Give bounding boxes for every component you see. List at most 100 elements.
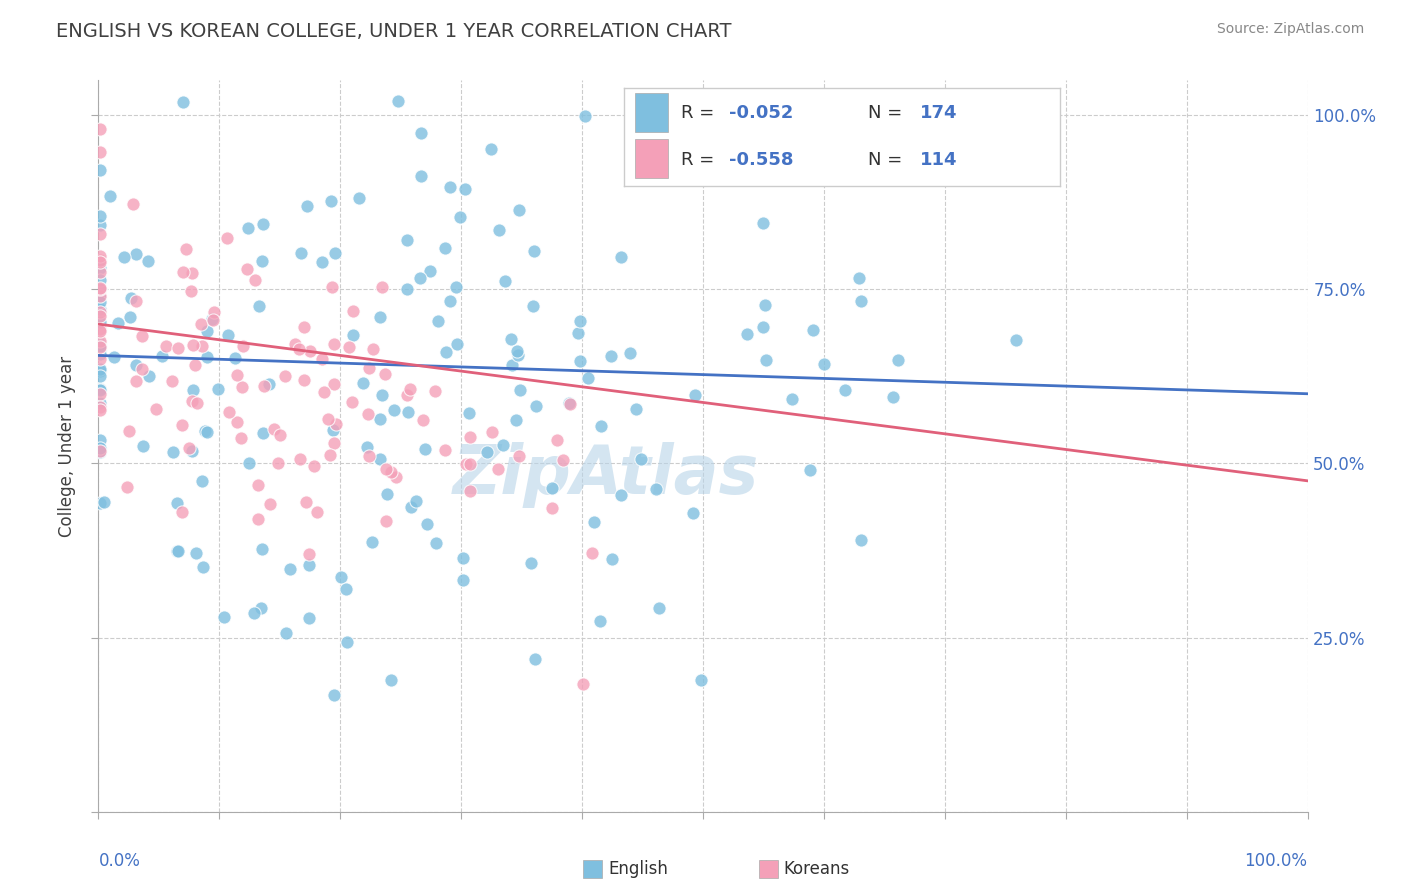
- Point: [243, 273, 266, 287]
- Point: [132, 439, 155, 453]
- Point: [413, 442, 436, 457]
- Point: [458, 430, 481, 444]
- Point: [145, 402, 167, 417]
- Point: [568, 314, 591, 328]
- Point: [506, 348, 529, 362]
- Point: [335, 582, 357, 597]
- Text: 100.0%: 100.0%: [1244, 852, 1308, 870]
- Point: [609, 251, 631, 265]
- Point: [423, 384, 446, 399]
- Point: [405, 494, 427, 508]
- Text: 0.0%: 0.0%: [98, 852, 141, 870]
- Point: [546, 433, 568, 447]
- Point: [505, 344, 527, 359]
- Point: [235, 262, 257, 277]
- Point: [252, 541, 274, 556]
- Point: [567, 326, 589, 341]
- Point: [494, 274, 516, 288]
- Point: [89, 347, 111, 361]
- Point: [886, 353, 908, 368]
- Point: [180, 285, 202, 299]
- Point: [201, 311, 224, 326]
- Point: [323, 436, 346, 450]
- Point: [218, 405, 240, 419]
- Point: [89, 273, 111, 287]
- Point: [449, 210, 471, 224]
- Point: [89, 337, 111, 351]
- Point: [524, 399, 547, 413]
- Point: [813, 357, 835, 371]
- Point: [225, 368, 247, 383]
- Point: [322, 423, 344, 437]
- Point: [202, 312, 225, 326]
- Point: [385, 470, 408, 484]
- Point: [181, 266, 204, 280]
- Point: [340, 395, 363, 409]
- Point: [380, 466, 402, 480]
- Point: [89, 444, 111, 458]
- Point: [89, 305, 111, 319]
- Point: [181, 443, 204, 458]
- Point: [624, 156, 647, 170]
- Point: [411, 126, 433, 140]
- Point: [252, 254, 274, 268]
- Point: [273, 369, 295, 384]
- Point: [433, 242, 456, 256]
- Text: English: English: [609, 860, 669, 878]
- Point: [848, 271, 870, 285]
- Point: [834, 383, 856, 397]
- Point: [89, 255, 111, 269]
- Point: [89, 145, 111, 159]
- Point: [259, 497, 281, 511]
- Point: [558, 397, 581, 411]
- Point: [172, 505, 194, 519]
- Point: [325, 417, 347, 432]
- Point: [444, 280, 467, 294]
- Point: [454, 458, 477, 472]
- Point: [322, 377, 344, 392]
- Point: [276, 625, 298, 640]
- Point: [524, 652, 547, 666]
- Point: [433, 443, 456, 458]
- Point: [89, 368, 111, 383]
- Point: [89, 264, 111, 278]
- Point: [89, 403, 111, 417]
- Point: [89, 249, 111, 263]
- Point: [89, 351, 111, 366]
- Point: [294, 495, 316, 509]
- Point: [172, 95, 194, 109]
- Point: [190, 317, 212, 331]
- Point: [799, 463, 821, 477]
- Point: [582, 516, 605, 530]
- Point: [780, 392, 803, 406]
- Point: [290, 451, 312, 466]
- Point: [246, 478, 269, 492]
- Point: [682, 506, 704, 520]
- Point: [167, 341, 190, 355]
- Point: [195, 425, 218, 439]
- Point: [375, 461, 398, 475]
- Point: [508, 203, 530, 218]
- Point: [395, 388, 418, 402]
- Point: [569, 354, 592, 368]
- Point: [619, 346, 641, 360]
- Point: [183, 358, 205, 372]
- Point: [337, 340, 360, 354]
- Point: [368, 452, 391, 467]
- Point: [342, 304, 364, 318]
- Point: [125, 358, 148, 372]
- Point: [131, 329, 153, 343]
- Point: [267, 456, 290, 470]
- Point: [375, 486, 398, 500]
- Point: [195, 324, 218, 338]
- Point: [323, 688, 346, 702]
- Point: [107, 316, 129, 330]
- Point: [150, 349, 173, 363]
- Point: [312, 385, 335, 400]
- Point: [849, 533, 872, 548]
- Point: [89, 324, 111, 338]
- Point: [370, 412, 392, 426]
- Point: [89, 339, 111, 353]
- Point: [162, 374, 184, 388]
- Point: [298, 611, 321, 625]
